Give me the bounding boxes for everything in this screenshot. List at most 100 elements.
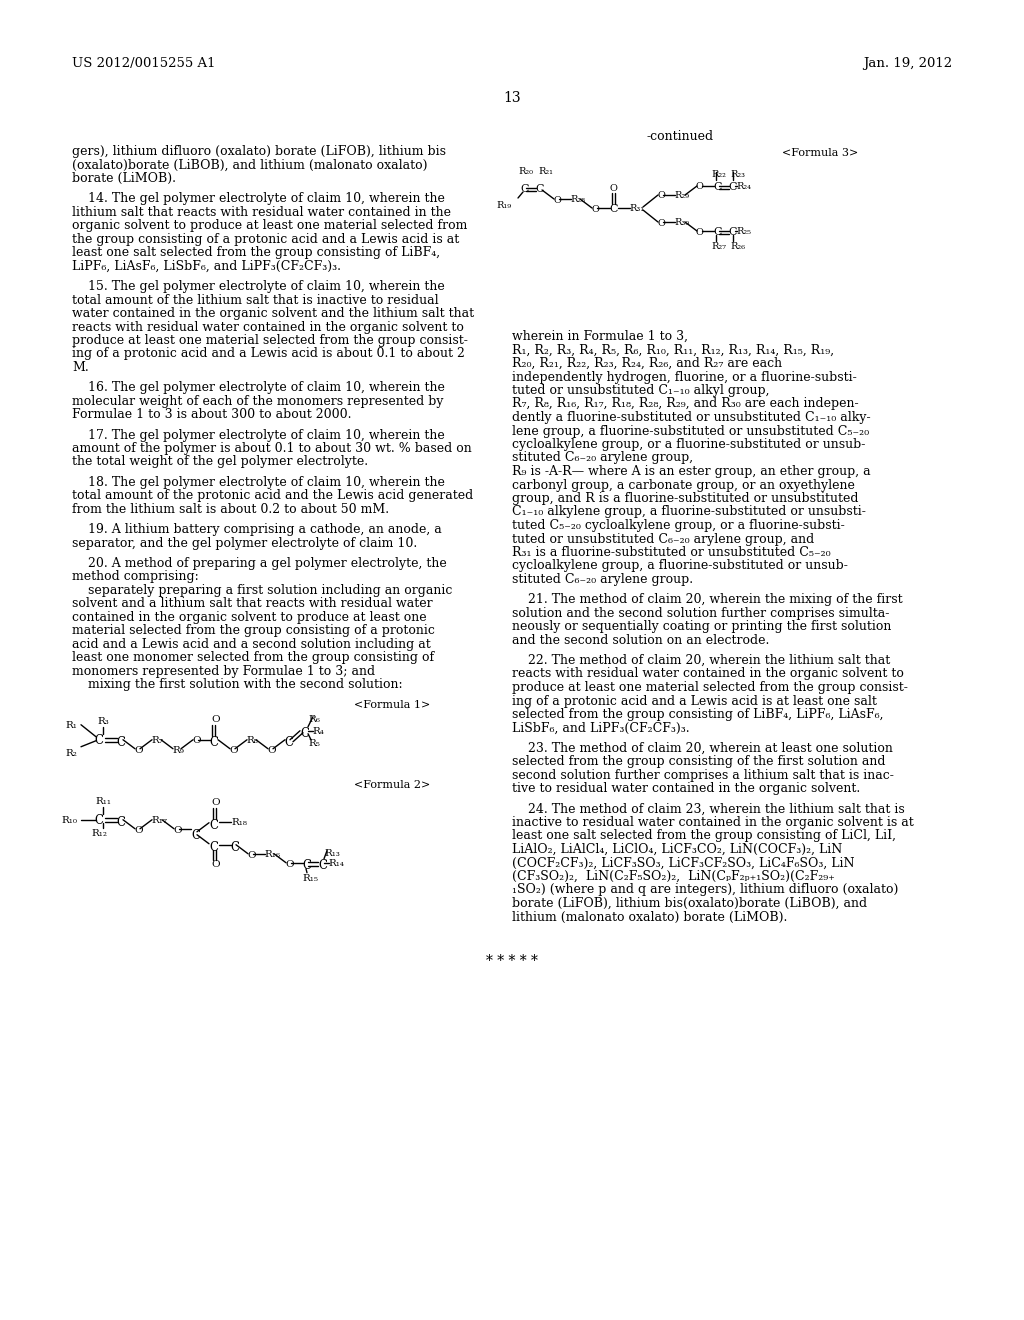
Text: tuted or unsubstituted C₁₋₁₀ alkyl group,: tuted or unsubstituted C₁₋₁₀ alkyl group… <box>512 384 769 397</box>
Text: monomers represented by Formulae 1 to 3; and: monomers represented by Formulae 1 to 3;… <box>72 665 375 677</box>
Text: C: C <box>609 205 617 214</box>
Text: C: C <box>728 182 736 191</box>
Text: Jan. 19, 2012: Jan. 19, 2012 <box>863 57 952 70</box>
Text: C: C <box>209 841 218 854</box>
Text: 15. The gel polymer electrolyte of claim 10, wherein the: 15. The gel polymer electrolyte of claim… <box>72 280 444 293</box>
Text: R₁₅: R₁₅ <box>302 874 318 883</box>
Text: ing of a protonic acid and a Lewis acid is about 0.1 to about 2: ing of a protonic acid and a Lewis acid … <box>72 347 465 360</box>
Text: dently a fluorine-substituted or unsubstituted C₁₋₁₀ alky-: dently a fluorine-substituted or unsubst… <box>512 411 870 424</box>
Text: R₂₅: R₂₅ <box>736 227 751 236</box>
Text: 23. The method of claim 20, wherein at least one solution: 23. The method of claim 20, wherein at l… <box>512 742 893 755</box>
Text: lene group, a fluorine-substituted or unsubstituted C₅₋₂₀: lene group, a fluorine-substituted or un… <box>512 425 869 437</box>
Text: O: O <box>211 859 219 869</box>
Text: O: O <box>247 851 256 859</box>
Text: R₉: R₉ <box>172 746 184 755</box>
Text: 22. The method of claim 20, wherein the lithium salt that: 22. The method of claim 20, wherein the … <box>512 653 890 667</box>
Text: C: C <box>116 816 125 829</box>
Text: -continued: -continued <box>646 129 714 143</box>
Text: C: C <box>209 818 218 832</box>
Text: R₅: R₅ <box>308 739 319 747</box>
Text: R₁₇: R₁₇ <box>151 816 167 825</box>
Text: O: O <box>211 714 219 723</box>
Text: and the second solution on an electrode.: and the second solution on an electrode. <box>512 634 769 647</box>
Text: independently hydrogen, fluorine, or a fluorine-substi-: independently hydrogen, fluorine, or a f… <box>512 371 857 384</box>
Text: mixing the first solution with the second solution:: mixing the first solution with the secon… <box>72 678 402 692</box>
Text: material selected from the group consisting of a protonic: material selected from the group consist… <box>72 624 435 638</box>
Text: O: O <box>134 746 142 755</box>
Text: 20. A method of preparing a gel polymer electrolyte, the: 20. A method of preparing a gel polymer … <box>72 557 446 570</box>
Text: group, and R⁣ is a fluorine-substituted or unsubstituted: group, and R⁣ is a fluorine-substituted … <box>512 492 858 506</box>
Text: carbonyl group, a carbonate group, or an oxyethylene: carbonyl group, a carbonate group, or an… <box>512 479 855 491</box>
Text: O: O <box>696 182 703 191</box>
Text: R₂₉: R₂₉ <box>674 191 689 201</box>
Text: LiSbF₆, and LiPF₃(CF₂CF₃)₃.: LiSbF₆, and LiPF₃(CF₂CF₃)₃. <box>512 722 689 734</box>
Text: O: O <box>173 826 181 834</box>
Text: R₂₂: R₂₂ <box>711 170 726 180</box>
Text: least one monomer selected from the group consisting of: least one monomer selected from the grou… <box>72 651 434 664</box>
Text: * * * * *: * * * * * <box>486 954 538 968</box>
Text: C: C <box>520 183 528 194</box>
Text: R₁₂: R₁₂ <box>91 829 106 838</box>
Text: C: C <box>94 734 103 747</box>
Text: O: O <box>553 195 561 205</box>
Text: O: O <box>229 746 238 755</box>
Text: lithium salt that reacts with residual water contained in the: lithium salt that reacts with residual w… <box>72 206 451 219</box>
Text: reacts with residual water contained in the organic solvent to: reacts with residual water contained in … <box>72 321 464 334</box>
Text: O: O <box>657 219 665 228</box>
Text: 14. The gel polymer electrolyte of claim 10, wherein the: 14. The gel polymer electrolyte of claim… <box>72 193 444 205</box>
Text: <Formula 2>: <Formula 2> <box>353 780 430 789</box>
Text: C: C <box>230 841 239 854</box>
Text: C: C <box>209 735 218 748</box>
Text: contained in the organic solvent to produce at least one: contained in the organic solvent to prod… <box>72 611 427 624</box>
Text: least one salt selected from the group consisting of LiCl, LiI,: least one salt selected from the group c… <box>512 829 896 842</box>
Text: C: C <box>300 727 309 739</box>
Text: reacts with residual water contained in the organic solvent to: reacts with residual water contained in … <box>512 668 904 681</box>
Text: R₃₁: R₃₁ <box>629 205 644 213</box>
Text: neously or sequentially coating or printing the first solution: neously or sequentially coating or print… <box>512 620 891 634</box>
Text: C: C <box>94 813 103 826</box>
Text: C: C <box>284 735 293 748</box>
Text: 17. The gel polymer electrolyte of claim 10, wherein the: 17. The gel polymer electrolyte of claim… <box>72 429 444 441</box>
Text: solution and the second solution further comprises simulta-: solution and the second solution further… <box>512 607 890 620</box>
Text: R₂₀, R₂₁, R₂₂, R₂₃, R₂₄, R₂₆, and R₂₇ are each: R₂₀, R₂₁, R₂₂, R₂₃, R₂₄, R₂₆, and R₂₇ ar… <box>512 356 782 370</box>
Text: tuted C₅₋₂₀ cycloalkylene group, or a fluorine-substi-: tuted C₅₋₂₀ cycloalkylene group, or a fl… <box>512 519 845 532</box>
Text: selected from the group consisting of the first solution and: selected from the group consisting of th… <box>512 755 886 768</box>
Text: 19. A lithium battery comprising a cathode, an anode, a: 19. A lithium battery comprising a catho… <box>72 523 441 536</box>
Text: R₂₈: R₂₈ <box>570 195 585 205</box>
Text: R₂₄: R₂₄ <box>736 182 751 191</box>
Text: water contained in the organic solvent and the lithium salt that: water contained in the organic solvent a… <box>72 308 474 319</box>
Text: M.: M. <box>72 360 89 374</box>
Text: ing of a protonic acid and a Lewis acid is at least one salt: ing of a protonic acid and a Lewis acid … <box>512 694 877 708</box>
Text: C: C <box>116 735 125 748</box>
Text: (CF₃SO₂)₂,  LiN(C₂F₅SO₂)₂,  LiN(CₚF₂ₚ₊₁SO₂)(C₂F₂₉₊: (CF₃SO₂)₂, LiN(C₂F₅SO₂)₂, LiN(CₚF₂ₚ₊₁SO₂… <box>512 870 835 883</box>
Text: R₈: R₈ <box>246 735 258 744</box>
Text: R₂₁: R₂₁ <box>539 168 554 176</box>
Text: R₁₀: R₁₀ <box>61 816 77 825</box>
Text: molecular weight of each of the monomers represented by: molecular weight of each of the monomers… <box>72 395 443 408</box>
Text: O: O <box>134 826 142 834</box>
Text: R₁₄: R₁₄ <box>328 859 344 867</box>
Text: tuted or unsubstituted C₆₋₂₀ arylene group, and: tuted or unsubstituted C₆₋₂₀ arylene gro… <box>512 532 814 545</box>
Text: wherein in Formulae 1 to 3,: wherein in Formulae 1 to 3, <box>512 330 688 343</box>
Text: acid and a Lewis acid and a second solution including at: acid and a Lewis acid and a second solut… <box>72 638 431 651</box>
Text: 21. The method of claim 20, wherein the mixing of the first: 21. The method of claim 20, wherein the … <box>512 593 902 606</box>
Text: O: O <box>696 228 703 238</box>
Text: C: C <box>713 227 722 238</box>
Text: stituted C₆₋₂₀ arylene group,: stituted C₆₋₂₀ arylene group, <box>512 451 693 465</box>
Text: O: O <box>285 859 294 869</box>
Text: R₁: R₁ <box>66 721 77 730</box>
Text: (COCF₂CF₃)₂, LiCF₃SO₃, LiCF₃CF₂SO₃, LiC₄F₆SO₃, LiN: (COCF₂CF₃)₂, LiCF₃SO₃, LiCF₃CF₂SO₃, LiC₄… <box>512 857 854 870</box>
Text: 24. The method of claim 23, wherein the lithium salt that is: 24. The method of claim 23, wherein the … <box>512 803 905 816</box>
Text: O: O <box>211 797 219 807</box>
Text: R₇: R₇ <box>151 735 163 744</box>
Text: LiAlO₂, LiAlCl₄, LiClO₄, LiCF₃CO₂, LiN(COCF₃)₂, LiN: LiAlO₂, LiAlCl₄, LiClO₄, LiCF₃CO₂, LiN(C… <box>512 843 843 855</box>
Text: R₃₁ is a fluorine-substituted or unsubstituted C₅₋₂₀: R₃₁ is a fluorine-substituted or unsubst… <box>512 546 830 558</box>
Text: R₆: R₆ <box>308 714 319 723</box>
Text: 13: 13 <box>503 91 521 106</box>
Text: O: O <box>657 191 665 201</box>
Text: R₂₃: R₂₃ <box>730 170 745 180</box>
Text: total amount of the protonic acid and the Lewis acid generated: total amount of the protonic acid and th… <box>72 490 473 502</box>
Text: borate (LiFOB), lithium bis(oxalato)borate (LiBOB), and: borate (LiFOB), lithium bis(oxalato)bora… <box>512 898 867 909</box>
Text: cycloalkylene group, or a fluorine-substituted or unsub-: cycloalkylene group, or a fluorine-subst… <box>512 438 865 451</box>
Text: solvent and a lithium salt that reacts with residual water: solvent and a lithium salt that reacts w… <box>72 597 432 610</box>
